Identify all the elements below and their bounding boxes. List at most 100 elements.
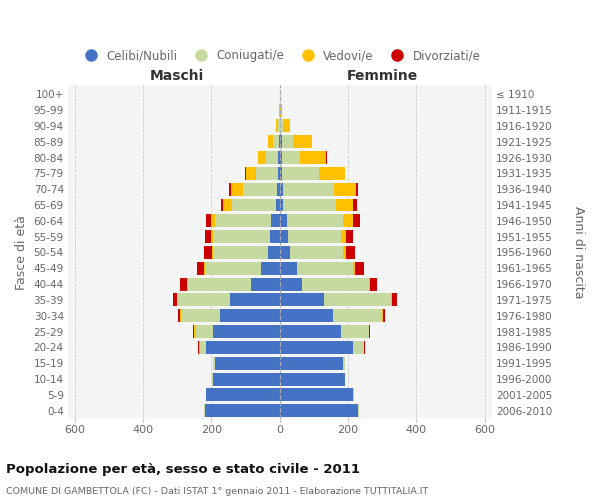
Bar [269,230,280,243]
Bar [279,135,280,148]
Bar [243,182,277,196]
Bar [334,182,356,196]
Bar [280,120,283,132]
Bar [280,310,333,322]
Bar [280,230,289,243]
Bar [281,167,319,180]
Bar [356,182,358,196]
Bar [173,294,176,306]
Bar [278,167,280,180]
Bar [293,135,312,148]
Bar [280,167,281,180]
Bar [280,325,341,338]
Bar [281,151,301,164]
Bar [211,214,215,228]
Bar [229,182,231,196]
Bar [353,198,356,211]
Bar [345,372,346,386]
Bar [221,198,223,211]
Bar [188,278,251,290]
Bar [268,135,273,148]
Bar [187,278,188,290]
Bar [180,310,181,322]
Bar [302,278,368,290]
Text: Maschi: Maschi [150,69,205,83]
Bar [277,120,278,132]
Bar [193,325,194,338]
Bar [205,262,261,275]
Bar [280,262,297,275]
Bar [277,198,280,211]
Bar [280,341,353,354]
Legend: Celibi/Nubili, Coniugati/e, Vedovi/e, Divorziati/e: Celibi/Nubili, Coniugati/e, Vedovi/e, Di… [74,44,485,67]
Bar [297,262,353,275]
Text: Popolazione per età, sesso e stato civile - 2011: Popolazione per età, sesso e stato civil… [6,462,360,475]
Bar [213,357,215,370]
Bar [341,230,346,243]
Bar [364,341,365,354]
Bar [333,310,382,322]
Bar [178,310,180,322]
Bar [204,262,205,275]
Bar [181,310,220,322]
Bar [213,230,269,243]
Bar [353,341,364,354]
Bar [280,151,281,164]
Bar [383,310,385,322]
Bar [368,278,370,290]
Text: Femmine: Femmine [347,69,418,83]
Bar [278,120,280,132]
Bar [223,198,232,211]
Bar [346,230,353,243]
Bar [206,214,211,228]
Bar [200,341,206,354]
Bar [213,246,268,259]
Bar [290,246,343,259]
Bar [280,182,283,196]
Bar [178,294,230,306]
Bar [283,198,336,211]
Bar [199,341,200,354]
Bar [251,278,280,290]
Bar [213,372,280,386]
Bar [391,294,392,306]
Bar [343,214,353,228]
Bar [319,167,345,180]
Bar [197,262,204,275]
Bar [215,214,271,228]
Bar [268,246,280,259]
Y-axis label: Fasce di età: Fasce di età [15,215,28,290]
Bar [245,167,256,180]
Bar [392,294,397,306]
Bar [212,372,213,386]
Bar [301,151,326,164]
Bar [280,214,287,228]
Bar [358,404,359,417]
Bar [231,182,243,196]
Bar [346,246,355,259]
Bar [353,214,360,228]
Bar [287,214,343,228]
Bar [368,325,370,338]
Bar [281,135,293,148]
Bar [213,325,280,338]
Bar [341,325,368,338]
Bar [353,262,355,275]
Bar [232,198,277,211]
Bar [370,278,377,290]
Bar [205,230,211,243]
Bar [258,151,266,164]
Bar [353,388,354,402]
Bar [271,214,280,228]
Text: COMUNE DI GAMBETTOLA (FC) - Dati ISTAT 1° gennaio 2011 - Elaborazione TUTTITALIA: COMUNE DI GAMBETTOLA (FC) - Dati ISTAT 1… [6,488,428,496]
Bar [176,294,178,306]
Bar [280,372,345,386]
Bar [382,310,383,322]
Bar [198,341,199,354]
Bar [256,167,278,180]
Bar [345,167,346,180]
Bar [211,230,213,243]
Bar [283,182,334,196]
Bar [280,278,302,290]
Bar [261,262,280,275]
